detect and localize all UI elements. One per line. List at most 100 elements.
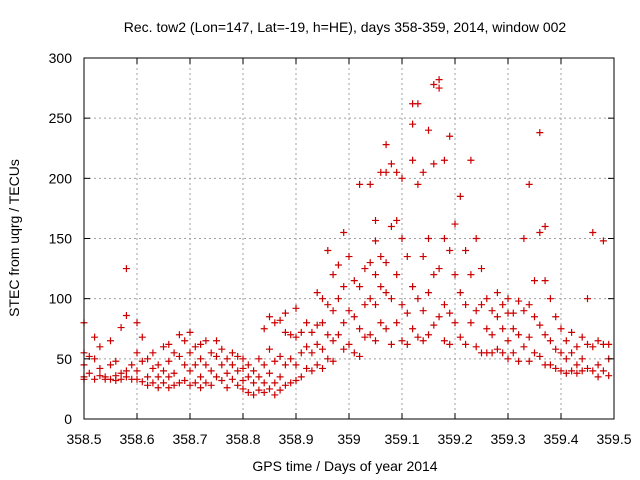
data-point <box>493 313 501 321</box>
y-tick-label: 250 <box>49 110 73 126</box>
data-point <box>456 333 464 341</box>
data-point <box>435 84 443 92</box>
data-point <box>414 100 422 108</box>
data-point <box>382 259 390 267</box>
data-point <box>197 355 205 363</box>
data-point <box>329 357 337 365</box>
data-point <box>520 307 528 315</box>
data-point <box>562 355 570 363</box>
data-point <box>446 247 454 255</box>
data-point <box>244 361 252 369</box>
data-point <box>546 295 554 303</box>
data-point <box>573 343 581 351</box>
data-point <box>133 367 141 375</box>
data-point <box>419 168 427 176</box>
data-point <box>430 80 438 88</box>
data-point <box>91 375 99 383</box>
data-point <box>531 313 538 321</box>
data-point <box>515 331 523 339</box>
data-point <box>154 373 162 381</box>
y-tick-label: 300 <box>49 50 73 66</box>
data-point <box>313 289 321 297</box>
data-point <box>122 367 130 375</box>
data-point <box>186 367 194 375</box>
data-point <box>122 373 130 381</box>
data-point <box>377 283 385 291</box>
data-point <box>578 355 586 363</box>
data-point <box>393 271 401 279</box>
data-point <box>250 367 258 375</box>
x-tick-label: 359 <box>337 431 361 447</box>
data-point <box>366 180 374 188</box>
data-point <box>313 340 321 348</box>
data-point <box>509 325 517 333</box>
data-point <box>525 180 533 188</box>
data-point <box>504 355 512 363</box>
data-point <box>112 357 120 365</box>
data-point <box>191 343 199 351</box>
data-point <box>568 367 576 375</box>
data-point <box>324 301 332 309</box>
data-point <box>525 301 533 309</box>
data-point <box>181 376 189 384</box>
x-tick-label: 358.7 <box>172 431 207 447</box>
data-point <box>414 295 422 303</box>
data-point <box>154 361 162 369</box>
data-point <box>260 379 268 387</box>
data-point <box>266 385 273 393</box>
data-point <box>281 361 289 369</box>
data-point <box>117 375 125 383</box>
data-point <box>207 367 215 375</box>
y-tick-label: 0 <box>64 411 72 427</box>
data-point <box>181 337 189 345</box>
data-point <box>197 373 205 381</box>
y-tick-label: 150 <box>49 231 73 247</box>
data-point <box>255 373 263 381</box>
data-point <box>525 333 533 341</box>
x-tick-label: 358.9 <box>278 431 313 447</box>
data-point <box>175 352 183 360</box>
data-point <box>387 222 395 230</box>
data-point <box>345 253 353 261</box>
data-point <box>255 386 263 394</box>
data-point <box>133 319 141 327</box>
data-point <box>361 301 369 309</box>
data-point <box>584 295 591 303</box>
data-point <box>197 384 205 392</box>
data-point <box>276 352 284 360</box>
data-point <box>472 343 480 351</box>
data-point <box>536 352 544 360</box>
data-point <box>478 301 485 309</box>
data-point <box>557 325 565 333</box>
data-point <box>122 265 130 273</box>
data-point <box>372 337 379 345</box>
data-point <box>170 381 178 389</box>
axis-ticks: 358.5 358.6 358.7 358.8 358.9 359 359.1 359.2 35… <box>49 50 632 447</box>
data-point <box>329 337 337 345</box>
data-point <box>356 283 364 291</box>
data-point <box>562 369 570 377</box>
data-point <box>372 237 379 245</box>
data-point <box>594 337 602 345</box>
data-point <box>414 333 422 341</box>
data-point <box>393 319 401 327</box>
data-point <box>133 349 141 357</box>
data-point <box>96 364 104 372</box>
data-point <box>144 355 152 363</box>
data-point <box>531 349 538 357</box>
y-tick-label: 50 <box>56 351 72 367</box>
data-point <box>419 307 427 315</box>
data-point <box>573 369 581 377</box>
data-point <box>552 313 560 321</box>
data-point <box>181 361 189 369</box>
grid-lines <box>84 58 614 419</box>
data-point <box>440 156 448 164</box>
x-tick-label: 358.6 <box>119 431 154 447</box>
data-point <box>467 271 475 279</box>
data-point <box>91 355 99 363</box>
x-tick-label: 358.8 <box>225 431 260 447</box>
data-point <box>319 295 326 303</box>
data-point <box>223 384 231 392</box>
data-point <box>96 372 104 380</box>
